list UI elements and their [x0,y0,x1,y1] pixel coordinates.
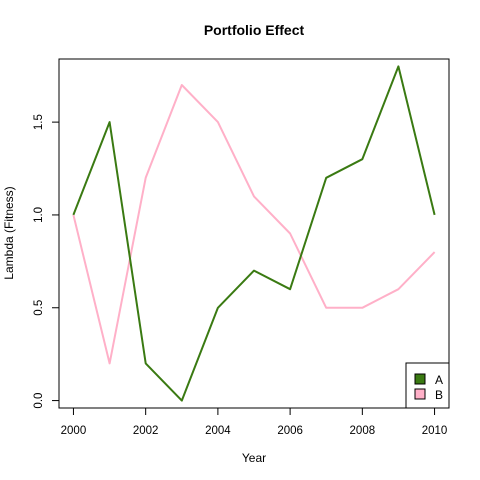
series-line-b [72,84,436,365]
y-tick-label: 0.0 [33,393,45,409]
y-tick-label: 0.5 [33,300,45,316]
x-tick-label: 2010 [422,425,448,437]
y-tick-label: 1.0 [33,207,45,223]
x-axis-label: Year [242,451,266,465]
legend-swatch-b [414,388,426,400]
series-line-a [72,65,436,402]
x-axis: 2000 2002 2004 2006 2008 2010 [61,407,448,437]
legend-label-a: A [435,373,443,387]
x-tick-label: 2004 [205,425,231,437]
x-tick-label: 2000 [61,425,87,437]
legend: A B [405,362,450,409]
x-tick-label: 2002 [133,425,159,437]
legend-swatch-a [414,373,426,385]
legend-label-b: B [435,388,443,402]
y-axis: 0.0 0.5 1.0 1.5 [33,114,60,409]
chart-title: Portfolio Effect [204,22,305,38]
legend-box [405,362,450,409]
x-tick-label: 2006 [277,425,303,437]
y-axis-label: Lambda (Fitness) [2,186,16,279]
x-tick-label: 2008 [350,425,376,437]
series-layer [72,65,436,402]
y-tick-label: 1.5 [33,114,45,130]
